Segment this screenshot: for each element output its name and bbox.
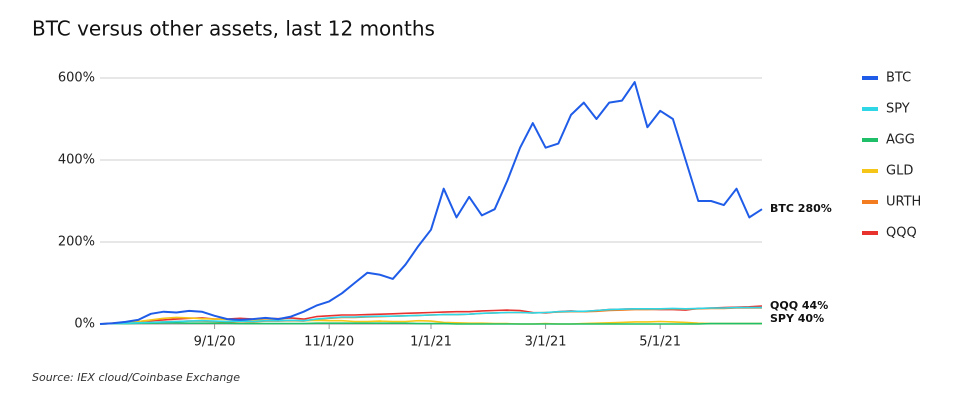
end-label: SPY 40% — [770, 312, 824, 325]
legend-label: SPY — [886, 102, 910, 117]
y-tick-label: 400% — [58, 153, 95, 168]
series-line — [99, 306, 762, 325]
source-note: Source: IEX cloud/Coinbase Exchange — [32, 371, 240, 384]
y-tick-label: 200% — [58, 235, 95, 250]
x-tick-label: 9/1/20 — [194, 335, 236, 350]
end-label: BTC 280% — [770, 202, 832, 215]
x-tick-label: 1/1/21 — [410, 335, 452, 350]
x-tick-label: 3/1/21 — [525, 335, 567, 350]
series-line — [99, 316, 762, 325]
y-tick-label: 600% — [58, 71, 95, 86]
x-tick-label: 5/1/21 — [639, 335, 681, 350]
legend-label: BTC — [886, 71, 911, 86]
legend-label: QQQ — [886, 226, 917, 241]
series-line — [99, 322, 762, 325]
end-label: QQQ 44% — [770, 299, 828, 312]
legend-label: GLD — [886, 164, 913, 179]
legend-label: URTH — [886, 195, 921, 210]
x-tick-label: 11/1/20 — [304, 335, 354, 350]
y-tick-label: 0% — [74, 317, 95, 332]
legend-label: AGG — [886, 133, 915, 148]
chart-title: BTC versus other assets, last 12 months — [32, 17, 435, 41]
series-line — [99, 81, 763, 325]
